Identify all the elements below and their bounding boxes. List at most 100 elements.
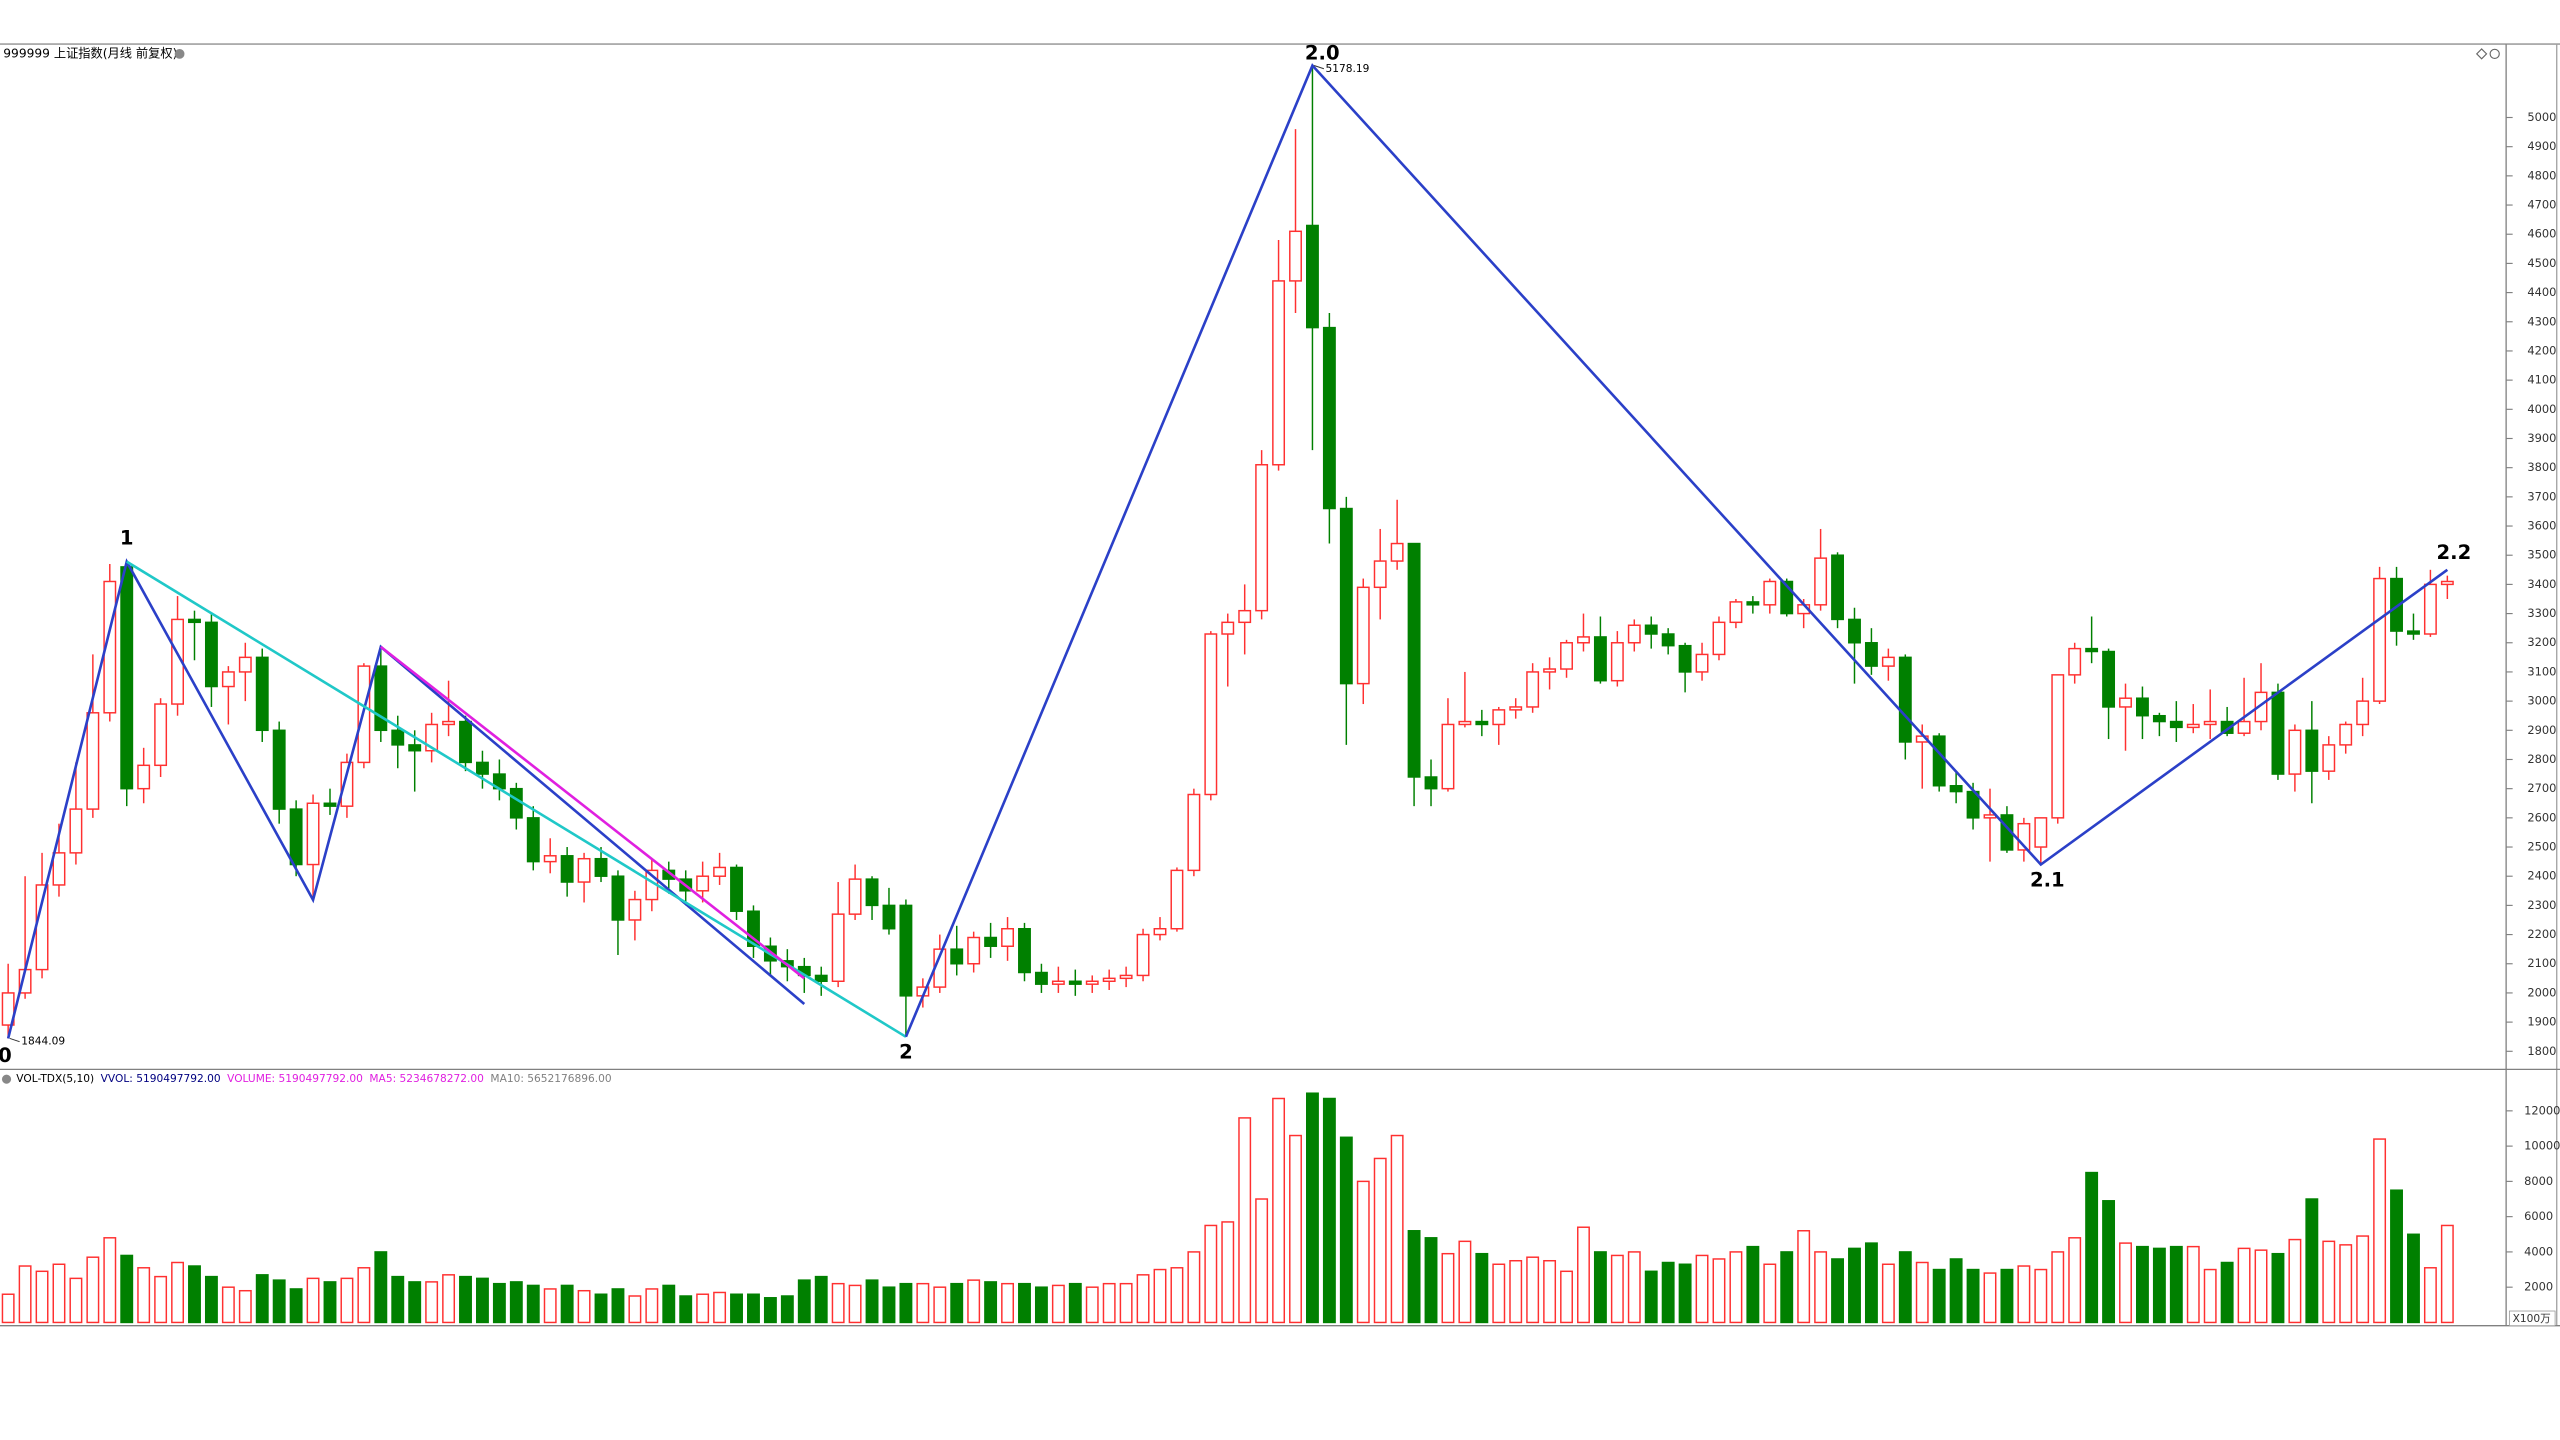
candle-body [1306, 224, 1319, 329]
volume-bar [696, 1293, 710, 1324]
volume-bar [1814, 1251, 1828, 1324]
volume-bar [272, 1279, 286, 1324]
volume-bar [476, 1277, 489, 1324]
volume-bar [2220, 1261, 2234, 1324]
volume-bar [1661, 1261, 1675, 1324]
y-tick-label: 2600 [2527, 810, 2556, 824]
candle-body [1492, 709, 1506, 726]
candle-body [2407, 630, 2420, 635]
volume-bar [18, 1265, 32, 1324]
candle-body [2237, 720, 2251, 734]
volume-bar [154, 1275, 168, 1324]
candle-body [1780, 580, 1794, 615]
volume-readout: MA5: 5234678272.00 [369, 1072, 484, 1085]
volume-bar [1289, 1134, 1302, 1324]
volume-bar [459, 1275, 472, 1324]
candle-body [967, 936, 981, 965]
candle-body [1424, 776, 1438, 790]
candle-body [272, 729, 286, 810]
candle-body [1390, 542, 1404, 562]
candle-body [1898, 656, 1912, 743]
candle-body [1170, 869, 1184, 930]
candle-body [2034, 817, 2048, 848]
volume-bar [2356, 1235, 2370, 1324]
candle-body [1848, 618, 1861, 644]
candle-body [2119, 697, 2132, 708]
volume-bar [1543, 1259, 1557, 1324]
candle-body [899, 904, 913, 997]
volume-bar [1848, 1247, 1861, 1324]
volume-bar [1068, 1282, 1082, 1324]
volume-bar [526, 1284, 540, 1324]
wave-label: 0 [0, 1044, 12, 1067]
volume-tick-label: 12000 [2524, 1103, 2560, 1117]
y-tick-label: 2800 [2527, 752, 2556, 766]
volume-bar [2440, 1224, 2454, 1324]
y-tick-label: 3900 [2527, 431, 2556, 445]
title-icon[interactable] [174, 48, 185, 59]
candle-body [747, 910, 760, 947]
candle-body [1881, 656, 1895, 667]
candle-body [1001, 928, 1014, 947]
volume-bar [814, 1275, 828, 1324]
candle-body [238, 656, 252, 673]
volume-bar [662, 1284, 676, 1324]
volume-bar [425, 1281, 439, 1324]
extreme-label: 5178.19 [1326, 62, 1370, 75]
candle-body [1932, 735, 1946, 787]
volume-bar [2288, 1238, 2302, 1324]
candle-body [459, 720, 472, 764]
volume-bar [306, 1277, 320, 1324]
panel-toggle[interactable] [2475, 48, 2488, 60]
indicator-icon[interactable] [1, 1074, 12, 1084]
candle-body [543, 855, 557, 863]
candle-body [1458, 720, 1472, 726]
volume-bar [120, 1254, 134, 1324]
candle-body [2017, 822, 2031, 851]
volume-bar [1187, 1251, 1201, 1324]
volume-bar [1746, 1245, 1760, 1324]
candle-body [1085, 980, 1099, 985]
extreme-pointer [1313, 65, 1325, 70]
volume-bar [763, 1297, 777, 1324]
candle-body [1695, 653, 1709, 673]
y-tick-label: 4400 [2527, 285, 2556, 299]
candle-body [442, 720, 456, 726]
trend-line [6, 558, 806, 1039]
volume-bar [916, 1282, 930, 1324]
volume-bar [1153, 1268, 1167, 1324]
volume-bar [408, 1281, 422, 1324]
candle-body [1102, 977, 1116, 982]
candle-body [476, 761, 489, 775]
volume-bar [1170, 1267, 1184, 1324]
volume-bar [2407, 1233, 2420, 1324]
volume-bar [1051, 1284, 1065, 1324]
candle-body [86, 712, 100, 810]
candle-body [340, 761, 354, 807]
volume-bar [1322, 1097, 1336, 1324]
candle-body [103, 580, 117, 714]
y-tick-label: 3500 [2527, 548, 2556, 562]
candle-body [730, 866, 743, 912]
candle-body [69, 808, 83, 854]
volume-readout: VOLUME: 5190497792.00 [227, 1072, 363, 1085]
volume-bar [679, 1295, 693, 1324]
volume-bar [1373, 1157, 1387, 1324]
candle-body [188, 618, 201, 624]
panel-close[interactable] [2489, 48, 2500, 60]
wave-label: 1 [120, 526, 134, 549]
volume-tick-label: 8000 [2524, 1174, 2553, 1188]
volume-bar [1712, 1258, 1726, 1324]
candle-body [255, 656, 269, 732]
candle-body [2051, 674, 2065, 819]
candle-body [2373, 577, 2387, 702]
volume-bar [797, 1279, 811, 1324]
volume-bar [1238, 1117, 1252, 1324]
volume-bar [611, 1288, 625, 1324]
volume-bar [2305, 1198, 2319, 1324]
y-tick-label: 1800 [2527, 1044, 2556, 1058]
volume-bar [2017, 1265, 2031, 1324]
volume-bar [628, 1295, 642, 1324]
volume-bar [1034, 1286, 1048, 1324]
candle-body [1018, 928, 1031, 974]
